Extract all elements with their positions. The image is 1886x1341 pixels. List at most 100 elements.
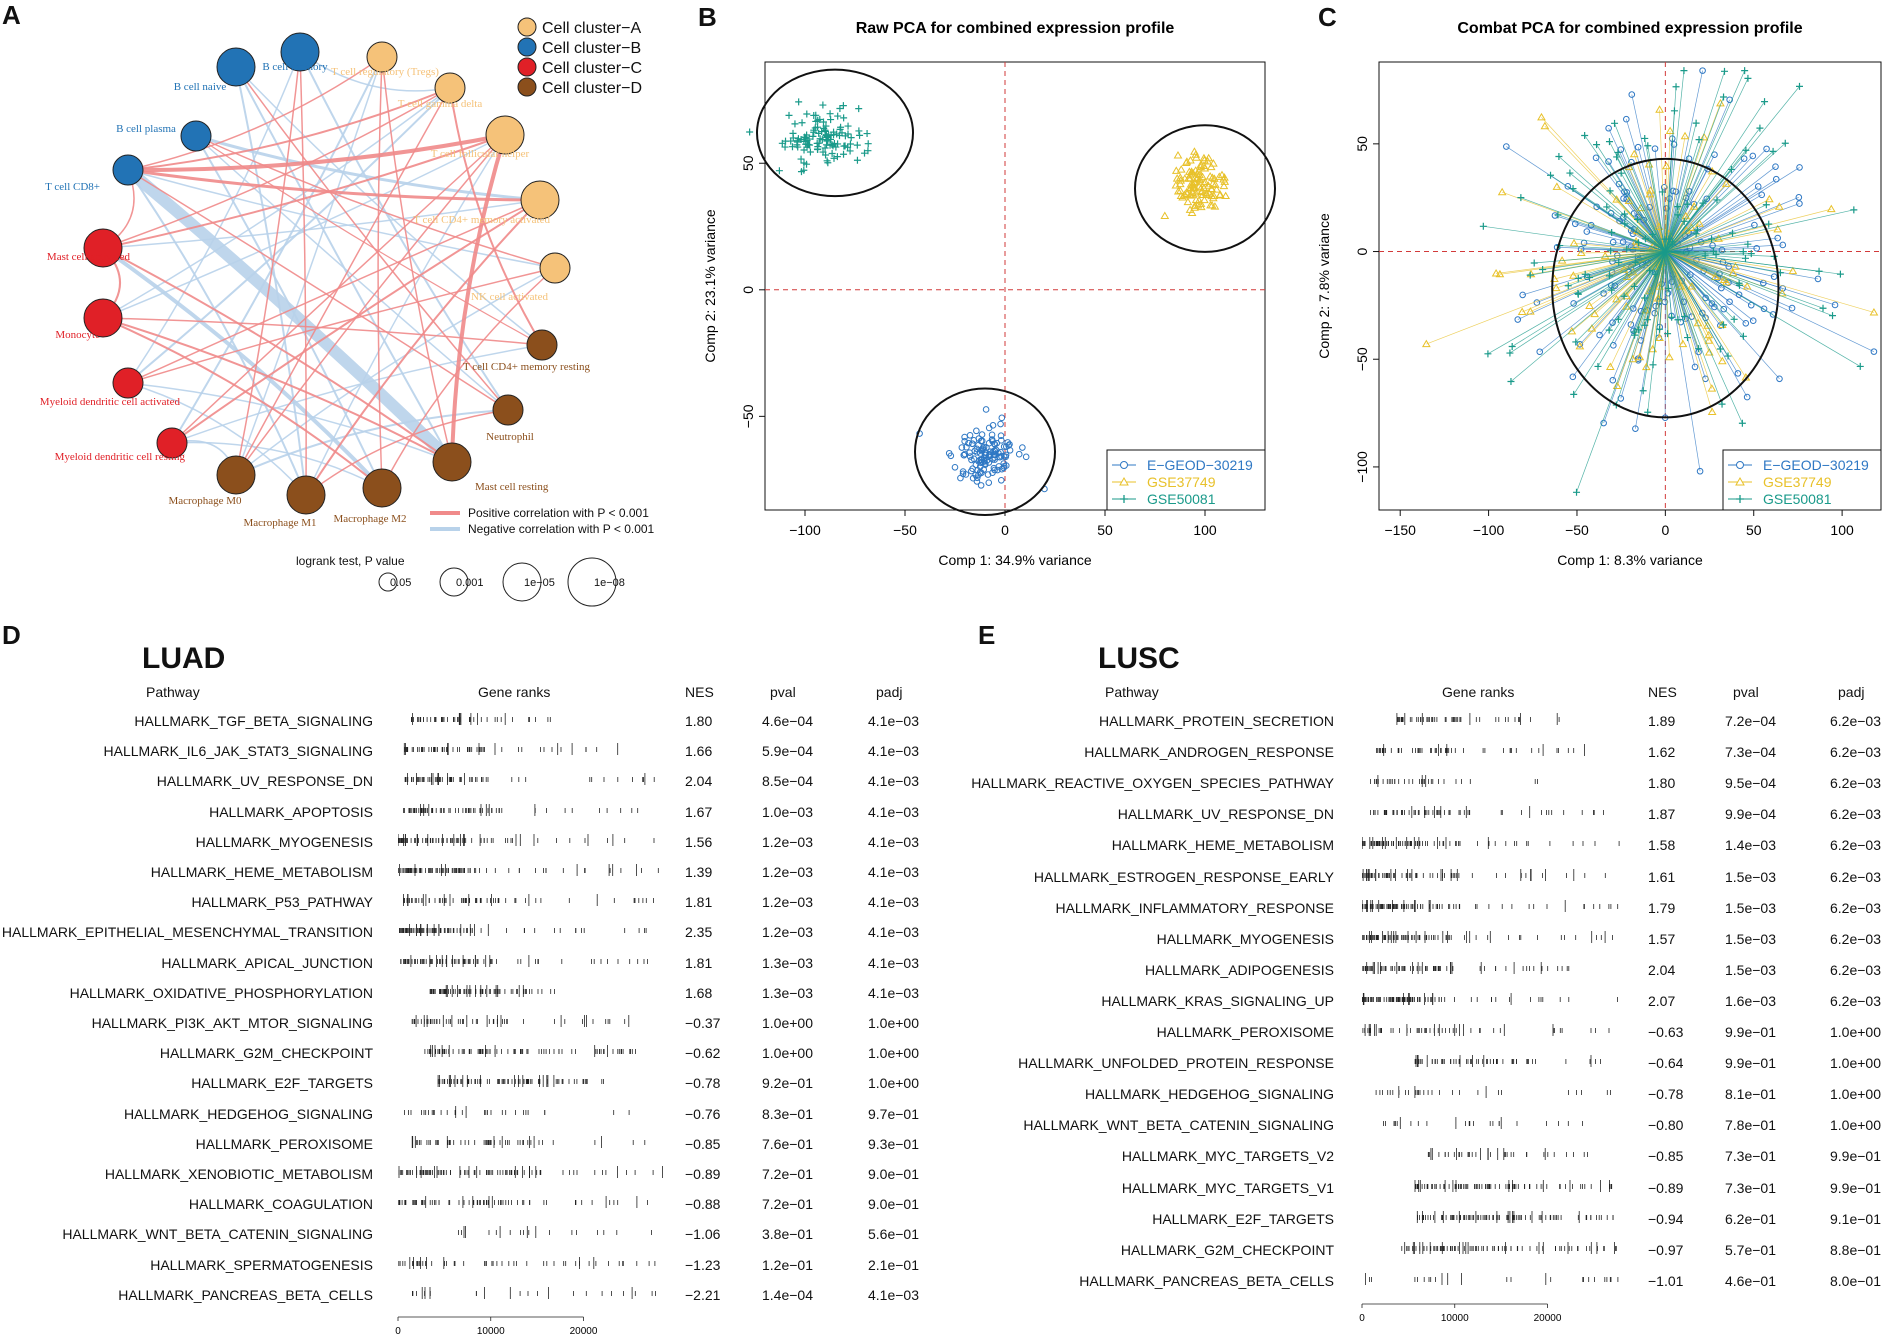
pval-value: 1.0e−03 xyxy=(762,804,813,820)
point-2-103 xyxy=(1650,361,1657,368)
nes-value: −0.88 xyxy=(685,1196,720,1212)
nes-value: −0.78 xyxy=(1648,1086,1683,1102)
nes-value: −1.23 xyxy=(685,1257,720,1273)
padj-value: 4.1e−03 xyxy=(868,894,919,910)
point-1-67 xyxy=(1586,302,1593,308)
pval-value: 1.5e−03 xyxy=(1725,931,1776,947)
point-2-14 xyxy=(746,129,753,136)
node-label-1: B cell memory xyxy=(262,61,328,73)
gene-rank-ticks xyxy=(398,710,663,732)
point-2-82 xyxy=(840,114,847,121)
point-2-104 xyxy=(807,148,814,155)
pval-value: 7.3e−04 xyxy=(1725,744,1776,760)
node-label-11: Macrophage M1 xyxy=(243,517,316,529)
node-label-9: Mast cell resting xyxy=(475,481,549,493)
axis-tick-label-2: 20000 xyxy=(1534,1313,1562,1324)
point-2-119 xyxy=(1614,149,1621,156)
x-tick-label-100: 100 xyxy=(1193,522,1217,538)
point-0-99 xyxy=(1584,229,1590,235)
point-0-74 xyxy=(1520,292,1526,298)
padj-value: 6.2e−03 xyxy=(1830,775,1881,791)
pval-value: 9.9e−04 xyxy=(1725,806,1776,822)
point-2-112 xyxy=(1680,67,1687,74)
point-2-21 xyxy=(1721,68,1728,75)
pathway-name: HALLMARK_UV_RESPONSE_DN xyxy=(0,773,373,789)
pathway-name: HALLMARK_TGF_BETA_SIGNALING xyxy=(0,713,373,729)
point-1-70 xyxy=(1499,189,1506,195)
point-0-37 xyxy=(974,479,980,485)
nes-value: −0.37 xyxy=(685,1015,720,1031)
pval-value: 1.5e−03 xyxy=(1725,869,1776,885)
padj-value: 1.0e+00 xyxy=(1830,1086,1881,1102)
gene-rank-ticks xyxy=(398,861,663,883)
point-2-34 xyxy=(1509,343,1516,350)
node-label-2: T cell regulatory (Tregs) xyxy=(331,66,439,78)
pathway-name: HALLMARK_KRAS_SIGNALING_UP xyxy=(965,993,1334,1009)
point-2-52 xyxy=(856,132,863,139)
pval-value: 8.1e−01 xyxy=(1725,1086,1776,1102)
padj-value: 8.0e−01 xyxy=(1830,1273,1881,1289)
pathway-name: HALLMARK_REACTIVE_OXYGEN_SPECIES_PATHWAY xyxy=(965,775,1334,791)
point-0-24 xyxy=(1610,377,1616,383)
point-0-16 xyxy=(1624,116,1630,122)
node-circle-12 xyxy=(217,456,255,494)
gene-rank-ticks xyxy=(1362,1145,1627,1167)
gene-rank-ticks xyxy=(1362,772,1627,794)
pathway-name: HALLMARK_PANCREAS_BETA_CELLS xyxy=(965,1273,1334,1289)
node-label-13: Myeloid dendritic cell resting xyxy=(55,451,186,463)
point-2-74 xyxy=(1837,271,1844,278)
padj-value: 4.1e−03 xyxy=(868,924,919,940)
padj-value: 9.9e−01 xyxy=(1830,1148,1881,1164)
header-nes: NES xyxy=(1648,684,1677,700)
padj-value: 1.0e+00 xyxy=(868,1015,919,1031)
point-0-132 xyxy=(1759,192,1765,198)
point-0-90 xyxy=(999,415,1005,421)
pval-value: 1.3e−03 xyxy=(762,955,813,971)
pval-value: 5.7e−01 xyxy=(1725,1242,1776,1258)
padj-value: 4.1e−03 xyxy=(868,955,919,971)
point-2-43 xyxy=(1756,125,1763,132)
point-0-75 xyxy=(979,432,985,438)
x-tick-label--100: −100 xyxy=(1473,522,1505,538)
cluster-legend-swatch-3 xyxy=(518,78,536,96)
cluster-legend-swatch-1 xyxy=(518,38,536,56)
point-2-84 xyxy=(789,143,796,150)
nes-value: 1.62 xyxy=(1648,744,1675,760)
pathway-name: HALLMARK_G2M_CHECKPOINT xyxy=(965,1242,1334,1258)
cluster-legend-swatch-0 xyxy=(518,18,536,36)
y-tick-label--50: −50 xyxy=(1354,347,1370,371)
padj-value: 6.2e−03 xyxy=(1830,900,1881,916)
size-legend-label-0: 0.05 xyxy=(390,577,411,589)
node-circle-9 xyxy=(433,443,471,481)
point-2-101 xyxy=(789,130,796,137)
y-tick-label-0: 0 xyxy=(740,286,756,294)
point-2-68 xyxy=(834,113,841,120)
point-2-17 xyxy=(1850,206,1857,213)
pathway-name: HALLMARK_MYC_TARGETS_V2 xyxy=(965,1148,1334,1164)
pval-value: 7.6e−01 xyxy=(762,1136,813,1152)
padj-value: 1.0e+00 xyxy=(1830,1117,1881,1133)
node-label-7: T cell CD4+ memory resting xyxy=(463,361,590,373)
point-1-58 xyxy=(1161,212,1168,218)
x-tick-label-0: 0 xyxy=(1001,522,1009,538)
gene-rank-ticks xyxy=(1362,897,1627,919)
size-legend-label-3: 1e−08 xyxy=(594,577,625,589)
gene-rank-ticks xyxy=(398,1284,663,1306)
point-2-19 xyxy=(1765,221,1772,228)
padj-value: 9.3e−01 xyxy=(868,1136,919,1152)
legend-label-1: GSE37749 xyxy=(1147,474,1216,490)
header-gene-ranks: Gene ranks xyxy=(478,684,550,700)
